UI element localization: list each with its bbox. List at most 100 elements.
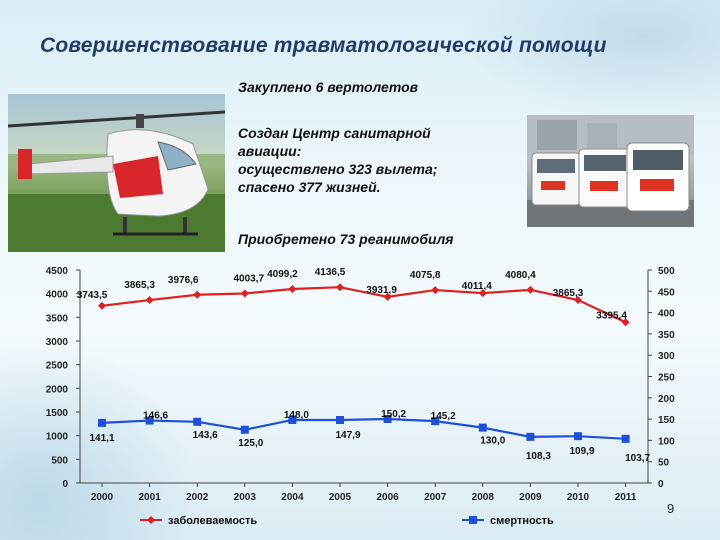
- left-tick-label: 1500: [46, 408, 69, 419]
- mortality-data-label: 141,1: [89, 433, 114, 444]
- mortality-data-label: 125,0: [238, 438, 263, 449]
- incidence-point: [336, 283, 344, 292]
- slide-title: Совершенствование травматологической пом…: [40, 34, 607, 57]
- incidence-point: [431, 286, 440, 295]
- incidence-point: [145, 296, 154, 305]
- right-tick-label: 450: [658, 287, 675, 298]
- left-tick-label: 0: [62, 479, 68, 490]
- mortality-point: [240, 425, 249, 434]
- x-tick-label: 2007: [424, 492, 447, 503]
- right-tick-label: 350: [658, 330, 675, 341]
- fact-center-line3: осуществлено 323 вылета;: [238, 161, 438, 177]
- mortality-point: [336, 415, 344, 424]
- incidence-data-label: 3931,9: [366, 285, 397, 296]
- incidence-point: [526, 285, 535, 294]
- left-tick-label: 3500: [46, 313, 69, 324]
- fact-center-line1: Создан Центр санитарной: [238, 125, 431, 141]
- incidence-data-label: 4080,4: [505, 270, 536, 281]
- incidence-data-label: 4011,4: [462, 281, 492, 292]
- ambulances-photo: [527, 115, 694, 227]
- x-tick-label: 2008: [472, 492, 495, 503]
- mortality-data-label: 108,3: [526, 451, 551, 462]
- left-tick-label: 500: [51, 455, 68, 466]
- left-tick-label: 1000: [46, 432, 69, 443]
- legend-mortality: смертность: [462, 515, 554, 527]
- legend-marker: [469, 516, 477, 524]
- incidence-data-label: 3395,4: [596, 310, 627, 321]
- incidence-data-label: 4075,8: [410, 270, 441, 281]
- mortality-data-label: 146,6: [143, 411, 168, 422]
- mortality-data-label: 148,0: [284, 410, 309, 421]
- incidence-point: [574, 296, 582, 305]
- incidence-series-line: [101, 286, 627, 324]
- mortality-data-label: 145,2: [431, 411, 456, 422]
- x-tick-label: 2000: [91, 492, 114, 503]
- fact-ambulances: Приобретено 73 реанимобиля: [238, 231, 454, 247]
- incidence-data-label: 4099,2: [267, 269, 298, 280]
- mortality-point: [478, 423, 487, 432]
- incidence-point: [288, 284, 297, 293]
- mortality-point: [431, 417, 440, 426]
- x-tick-label: 2009: [519, 492, 542, 503]
- background-glow: [460, 0, 720, 120]
- mortality-data-label: 147,9: [335, 430, 360, 441]
- right-tick-label: 400: [658, 309, 675, 320]
- x-tick-label: 2003: [234, 492, 257, 503]
- fact-center-line4: спасено 377 жизней.: [238, 179, 381, 195]
- right-tick-label: 100: [658, 436, 675, 447]
- right-tick-label: 250: [658, 373, 675, 384]
- background-glow-bottom: [0, 340, 200, 540]
- x-tick-label: 2006: [376, 492, 399, 503]
- incidence-point: [98, 301, 106, 310]
- incidence-point: [478, 289, 487, 298]
- x-tick-label: 2001: [138, 492, 161, 503]
- mortality-data-label: 103,7: [625, 453, 650, 464]
- left-tick-label: 3000: [46, 337, 69, 348]
- mortality-data-label: 143,6: [193, 430, 218, 441]
- mortality-point: [383, 415, 392, 424]
- right-tick-label: 0: [658, 479, 664, 490]
- right-tick-label: 50: [658, 458, 670, 469]
- legend-marker: [147, 516, 155, 524]
- incidence-point: [383, 292, 392, 301]
- mortality-point: [98, 418, 106, 427]
- helicopter-photo: [8, 94, 225, 252]
- mortality-data-label: 150,2: [381, 409, 406, 420]
- incidence-data-label: 3976,6: [168, 275, 199, 286]
- mortality-point: [193, 417, 202, 426]
- page-number: 9: [667, 501, 675, 516]
- mortality-point: [526, 432, 535, 441]
- mortality-point: [621, 434, 630, 443]
- left-tick-label: 2500: [46, 361, 69, 372]
- right-tick-label: 200: [658, 394, 675, 405]
- mortality-data-label: 109,9: [569, 446, 594, 457]
- mortality-series-line: [101, 417, 626, 440]
- mortality-data-label: 130,0: [480, 436, 505, 447]
- incidence-data-label: 3743,5: [77, 290, 108, 301]
- right-tick-label: 300: [658, 351, 675, 362]
- right-tick-label: 500: [658, 266, 675, 277]
- incidence-point: [193, 290, 202, 299]
- fact-helicopters: Закуплено 6 вертолетов: [238, 79, 419, 95]
- incidence-data-label: 3865,3: [124, 280, 155, 291]
- x-tick-label: 2002: [186, 492, 209, 503]
- left-tick-label: 4500: [46, 266, 69, 277]
- mortality-point: [574, 432, 582, 441]
- incidence-data-label: 3865,3: [553, 288, 584, 299]
- x-tick-label: 2005: [329, 492, 352, 503]
- x-tick-label: 2004: [281, 492, 304, 503]
- x-tick-label: 2010: [567, 492, 590, 503]
- x-tick-label: 2011: [615, 492, 637, 503]
- left-tick-label: 4000: [46, 290, 69, 301]
- right-tick-label: 150: [658, 415, 675, 426]
- mortality-point: [145, 416, 154, 425]
- legend-incidence: заболеваемость: [140, 515, 257, 527]
- incidence-data-label: 4003,7: [234, 273, 265, 284]
- fact-center-line2: авиации:: [238, 143, 302, 159]
- legend-label: смертность: [490, 515, 554, 527]
- legend-label: заболеваемость: [168, 515, 257, 527]
- mortality-point: [288, 415, 297, 424]
- incidence-data-label: 4136,5: [315, 267, 346, 278]
- left-tick-label: 2000: [46, 384, 69, 395]
